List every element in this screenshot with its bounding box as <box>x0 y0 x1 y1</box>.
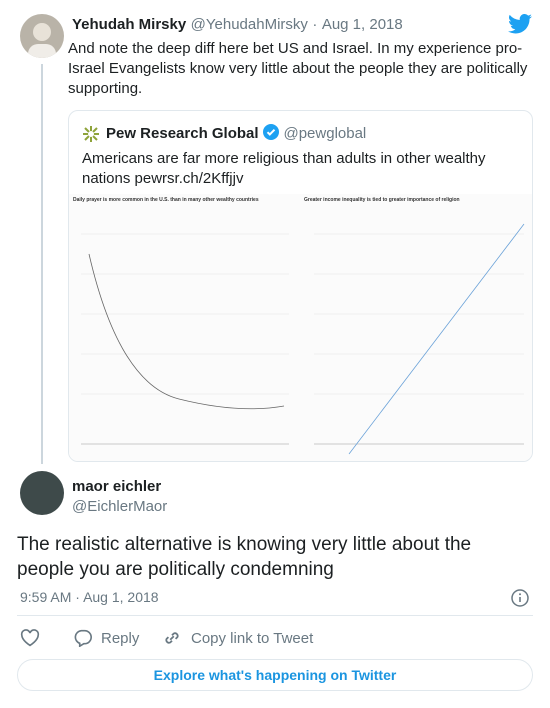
quoted-text: Americans are far more religious than ad… <box>82 150 486 187</box>
author-name[interactable]: Yehudah Mirsky <box>72 16 187 33</box>
reply-timestamp[interactable]: 9:59 AM · Aug 1, 2018 <box>20 589 159 605</box>
separator: · <box>75 589 80 605</box>
tweet-date[interactable]: Aug 1, 2018 <box>321 16 403 33</box>
avatar-image <box>28 23 56 58</box>
quoted-header: Pew Research Global @pewglobal <box>106 124 366 143</box>
quoted-author-handle: @pewglobal <box>283 125 367 142</box>
chart-image: Daily prayer is more common in the U.S. … <box>69 194 532 461</box>
verified-badge <box>263 124 280 140</box>
tweet-header: Yehudah Mirsky @YehudahMirsky · Aug 1, 2… <box>72 16 403 34</box>
pew-logo <box>83 126 99 142</box>
quoted-tweet[interactable]: Pew Research Global @pewglobal Americans… <box>68 110 533 462</box>
reply-action[interactable]: Reply <box>101 630 140 647</box>
reply-author-handle[interactable]: @EichlerMaor <box>72 498 168 515</box>
reply-icon[interactable] <box>73 629 93 647</box>
reply-avatar[interactable] <box>20 471 64 515</box>
quoted-author-name: Pew Research Global <box>106 125 259 142</box>
explore-button[interactable]: Explore what's happening on Twitter <box>17 659 533 691</box>
divider <box>17 615 533 616</box>
avatar[interactable] <box>20 14 64 58</box>
link-icon[interactable] <box>163 629 181 647</box>
author-handle[interactable]: @YehudahMirsky <box>190 16 308 33</box>
reply-author: maor eichler @EichlerMaor <box>72 478 167 515</box>
thread-line <box>41 64 43 464</box>
copy-link-action[interactable]: Copy link to Tweet <box>191 630 314 647</box>
reply-date: Aug 1, 2018 <box>83 589 159 605</box>
reply-time: 9:59 AM <box>20 589 72 605</box>
separator: · <box>312 16 318 33</box>
tweet-text: And note the deep diff here bet US and I… <box>68 40 528 97</box>
twitter-logo[interactable] <box>508 14 532 34</box>
reply-author-name[interactable]: maor eichler <box>72 478 162 495</box>
reply-text: The realistic alternative is knowing ver… <box>17 534 472 580</box>
like-icon[interactable] <box>20 629 40 647</box>
info-icon[interactable] <box>511 589 529 607</box>
left-chart-title: Daily prayer is more common in the U.S. … <box>73 197 259 203</box>
right-chart-title: Greater income inequality is tied to gre… <box>304 197 460 203</box>
